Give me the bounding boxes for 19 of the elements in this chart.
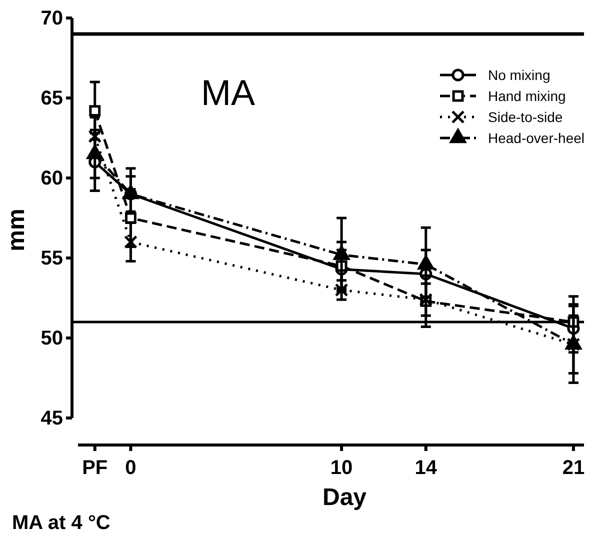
- x-tick-label: 0: [125, 457, 136, 479]
- x-tick-label: 21: [562, 457, 585, 479]
- y-axis-title: mm: [3, 208, 30, 252]
- x-axis-title: Day: [322, 484, 368, 511]
- legend-label: Side-to-side: [488, 109, 563, 125]
- y-tick-label: 65: [40, 87, 63, 110]
- y-tick-label: 60: [40, 167, 63, 190]
- x-tick-label: 10: [330, 457, 353, 479]
- text: MA at 4 °C: [12, 512, 110, 534]
- y-tick-label: 70: [40, 7, 63, 30]
- x-tick-label: PF: [82, 457, 108, 479]
- legend-label: No mixing: [488, 67, 550, 83]
- y-tick-label: 55: [40, 247, 63, 270]
- text: MA: [201, 72, 255, 113]
- legend-label: Head-over-heel: [488, 130, 584, 146]
- y-tick-label: 50: [40, 327, 63, 350]
- x-tick-label: 14: [414, 457, 438, 479]
- legend-label: Hand mixing: [488, 88, 566, 104]
- y-tick-label: 45: [40, 407, 63, 430]
